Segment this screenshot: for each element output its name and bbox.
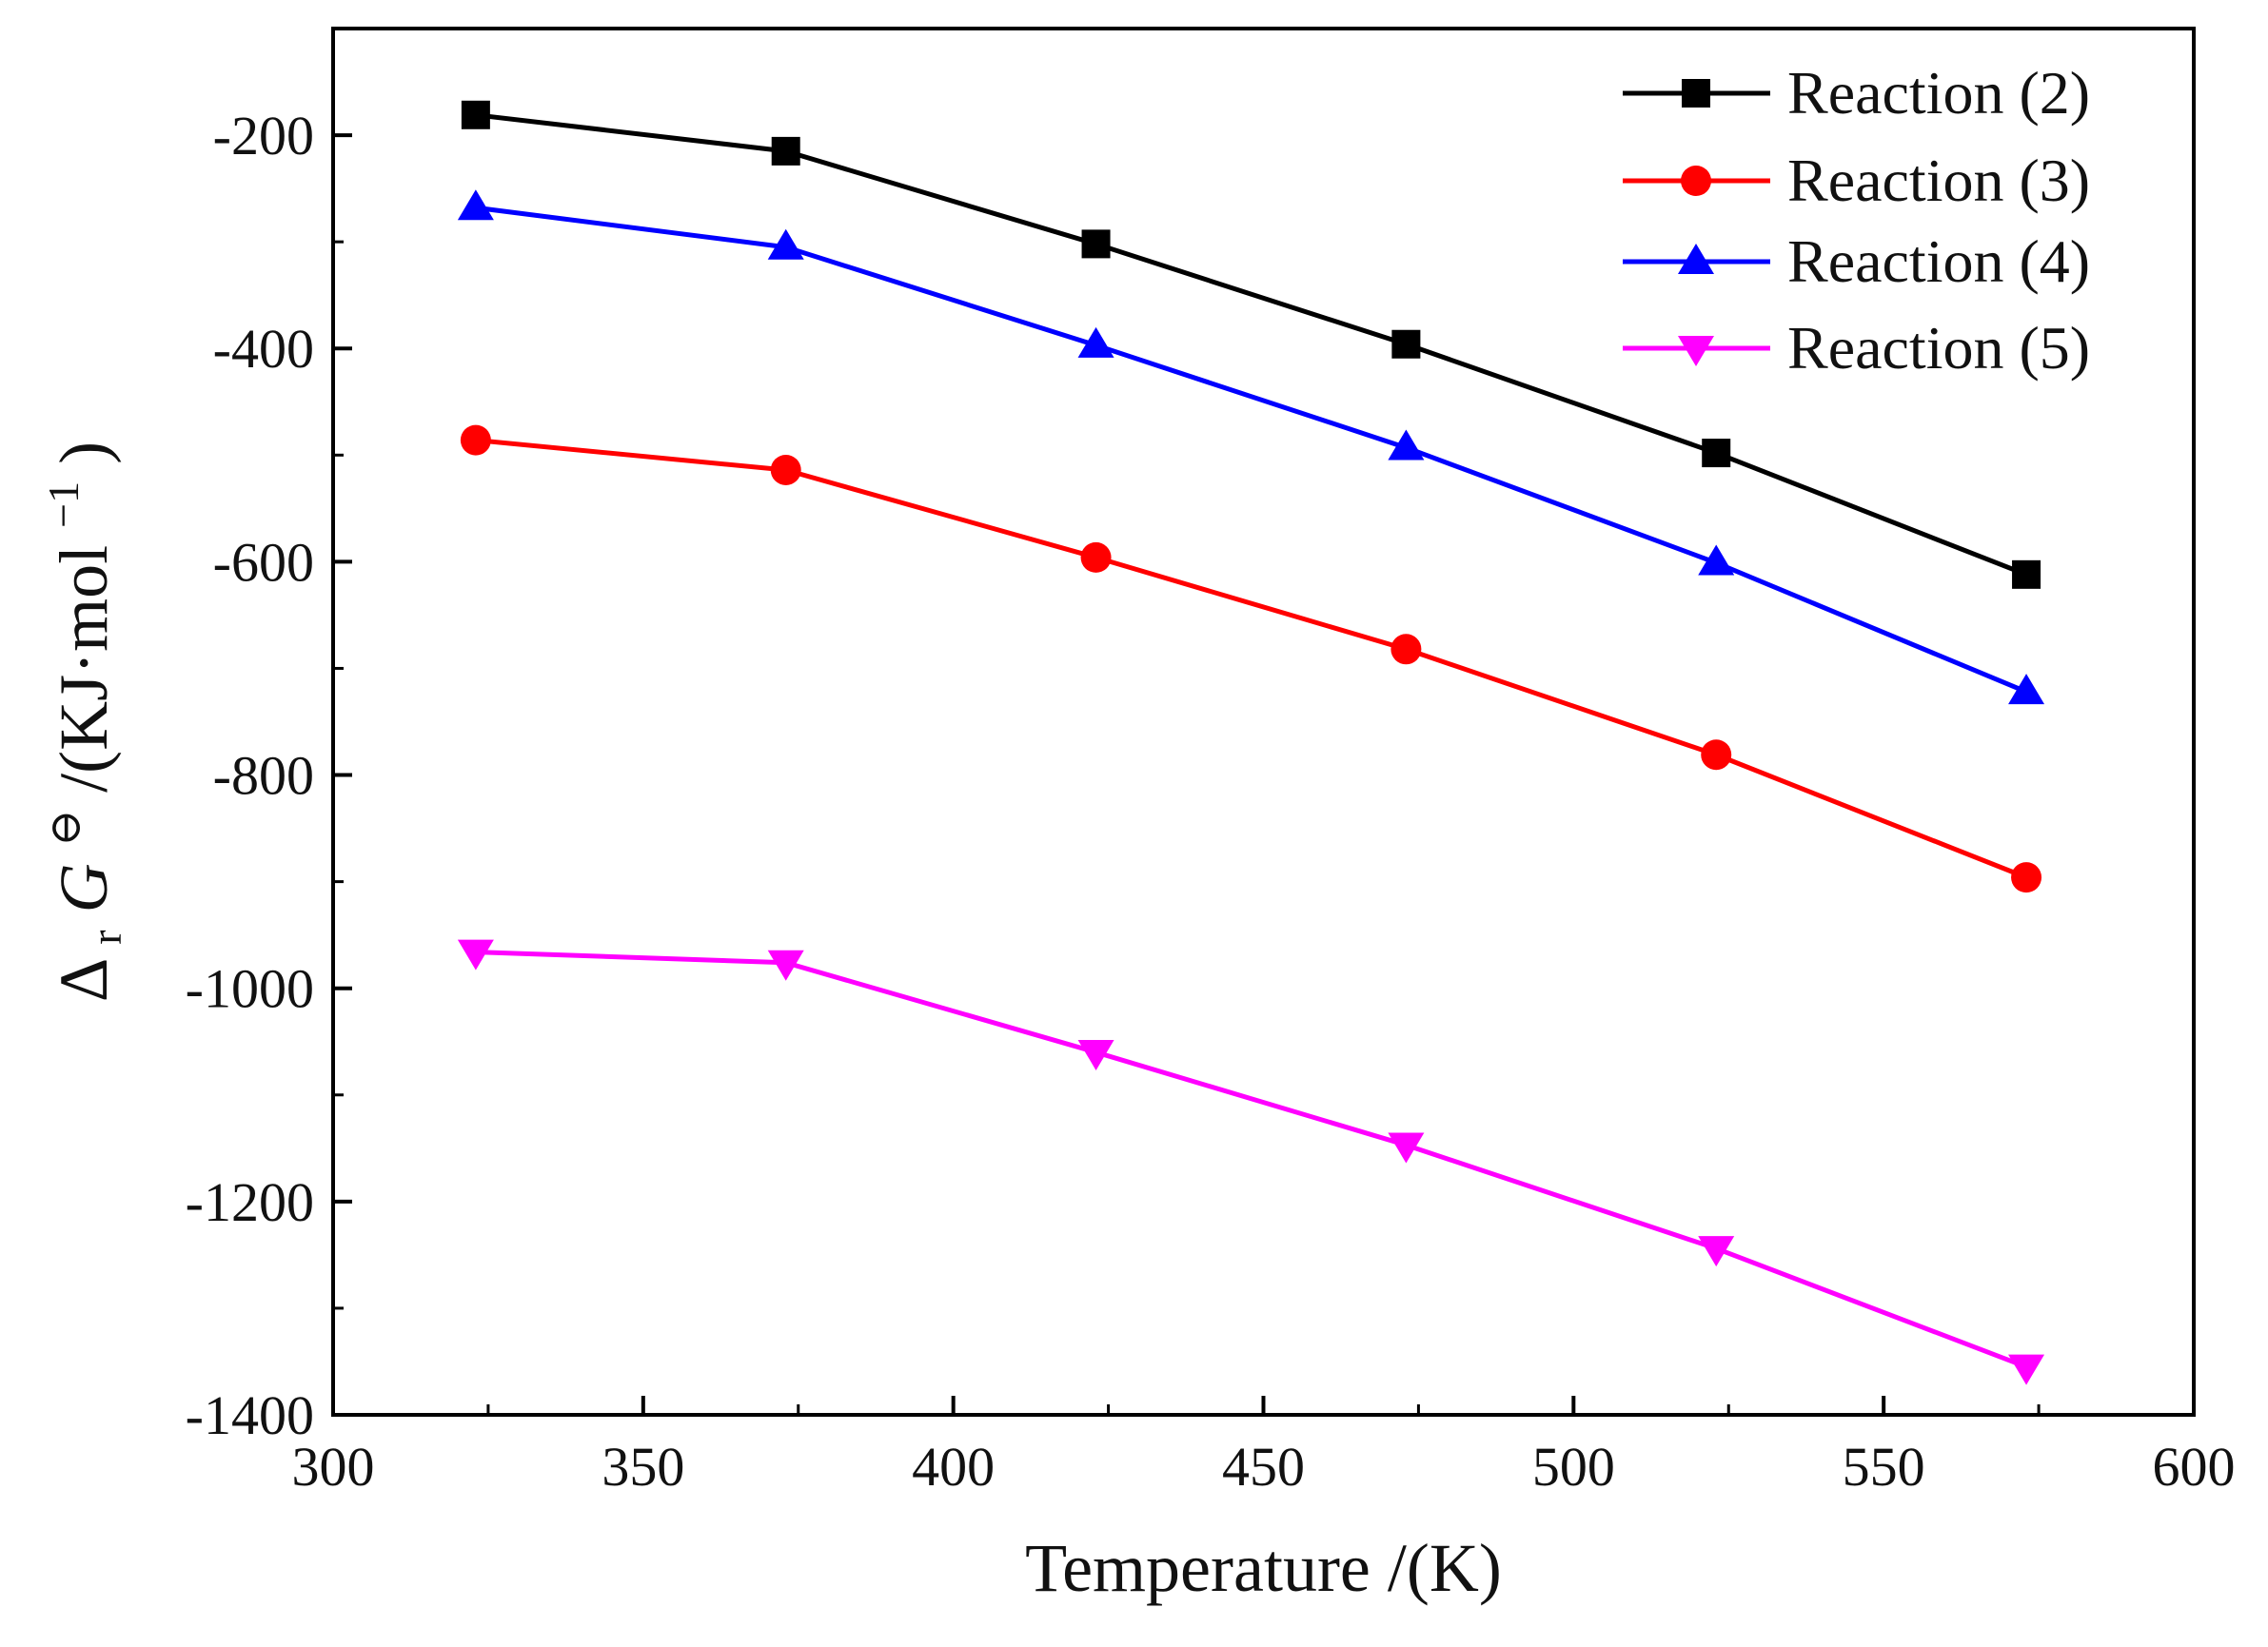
data-point <box>1390 634 1422 665</box>
series-3 <box>457 189 2045 705</box>
legend: Reaction (2) Reaction (3) Reaction (4) Reac… <box>1623 59 2090 382</box>
legend-item: Reaction (5) <box>1623 314 2090 382</box>
data-point <box>457 939 494 971</box>
x-tick-label: 600 <box>2153 1436 2236 1498</box>
data-point <box>771 136 800 166</box>
y-axis-title-units-suffix: ) <box>46 441 122 464</box>
data-point <box>1388 429 1425 461</box>
y-tick-label: -600 <box>213 531 314 593</box>
data-point <box>1698 1236 1735 1267</box>
x-tick-label: 550 <box>1843 1436 1925 1498</box>
series-layer <box>457 100 2045 1385</box>
data-point <box>460 424 491 456</box>
y-axis-title-delta: Δ <box>46 960 122 1002</box>
data-point <box>1701 739 1732 771</box>
data-point <box>1388 1132 1425 1164</box>
x-axis-ticks: 300 350 400 450 500 550 600 <box>292 1396 2236 1498</box>
y-axis-title-units-exponent: −1 <box>39 481 88 528</box>
legend-marker <box>1682 79 1710 108</box>
legend-marker <box>1678 244 1714 274</box>
x-tick-label: 400 <box>912 1436 995 1498</box>
data-point <box>1391 329 1421 359</box>
data-point <box>1081 229 1111 259</box>
x-axis-title: Temperature /(K) <box>1025 1530 1502 1606</box>
data-point <box>2008 1354 2045 1385</box>
data-point <box>2008 674 2045 705</box>
legend-marker <box>1678 336 1714 366</box>
y-axis-title-standard-state: ⊖ <box>41 810 89 847</box>
x-tick-label: 450 <box>1222 1436 1305 1498</box>
y-axis-title-symbol: G <box>46 863 122 912</box>
legend-item: Reaction (2) <box>1623 59 2090 127</box>
data-point <box>2012 559 2041 589</box>
data-point <box>1077 1039 1114 1070</box>
data-point <box>1702 439 1731 468</box>
y-axis-ticks: -200 -400 -600 -800 -1000 -1200 -1400 <box>186 105 352 1446</box>
data-point <box>457 189 494 221</box>
data-point <box>770 454 801 485</box>
x-tick-label: 500 <box>1532 1436 1615 1498</box>
y-tick-label: -1000 <box>186 958 314 1020</box>
data-point <box>1080 541 1112 573</box>
data-point <box>767 228 804 260</box>
y-tick-label: -1200 <box>186 1171 314 1233</box>
series-2 <box>460 424 2042 893</box>
series-1 <box>461 100 2041 589</box>
series-line <box>475 112 2027 578</box>
legend-marker <box>1681 166 1711 196</box>
legend-label: Reaction (3) <box>1787 147 2090 214</box>
y-tick-label: -1400 <box>186 1384 314 1446</box>
series-line <box>475 205 2028 695</box>
data-point <box>461 100 490 129</box>
data-point <box>2011 862 2042 893</box>
x-tick-label: 350 <box>602 1436 684 1498</box>
plot-area-frame <box>331 27 2196 1417</box>
y-axis-title: Δ r G ⊖ /(KJ·mol −1 ) <box>17 441 136 1002</box>
legend-label: Reaction (2) <box>1787 59 2090 127</box>
legend-label: Reaction (4) <box>1787 227 2090 295</box>
y-axis-title-delta-subscript: r <box>82 930 130 944</box>
legend-item: Reaction (3) <box>1623 147 2090 214</box>
y-tick-label: -200 <box>213 105 314 167</box>
legend-item: Reaction (4) <box>1623 227 2090 295</box>
series-4 <box>457 939 2045 1385</box>
data-point <box>1077 326 1114 358</box>
series-line <box>475 950 2027 1369</box>
y-axis-title-units-prefix: /(KJ·mol <box>46 545 122 793</box>
series-line <box>475 438 2027 880</box>
y-tick-label: -800 <box>213 745 314 807</box>
y-tick-label: -400 <box>213 318 314 380</box>
x-tick-label: 300 <box>292 1436 375 1498</box>
data-point <box>1698 544 1735 576</box>
legend-label: Reaction (5) <box>1787 314 2090 382</box>
data-point <box>767 950 804 981</box>
